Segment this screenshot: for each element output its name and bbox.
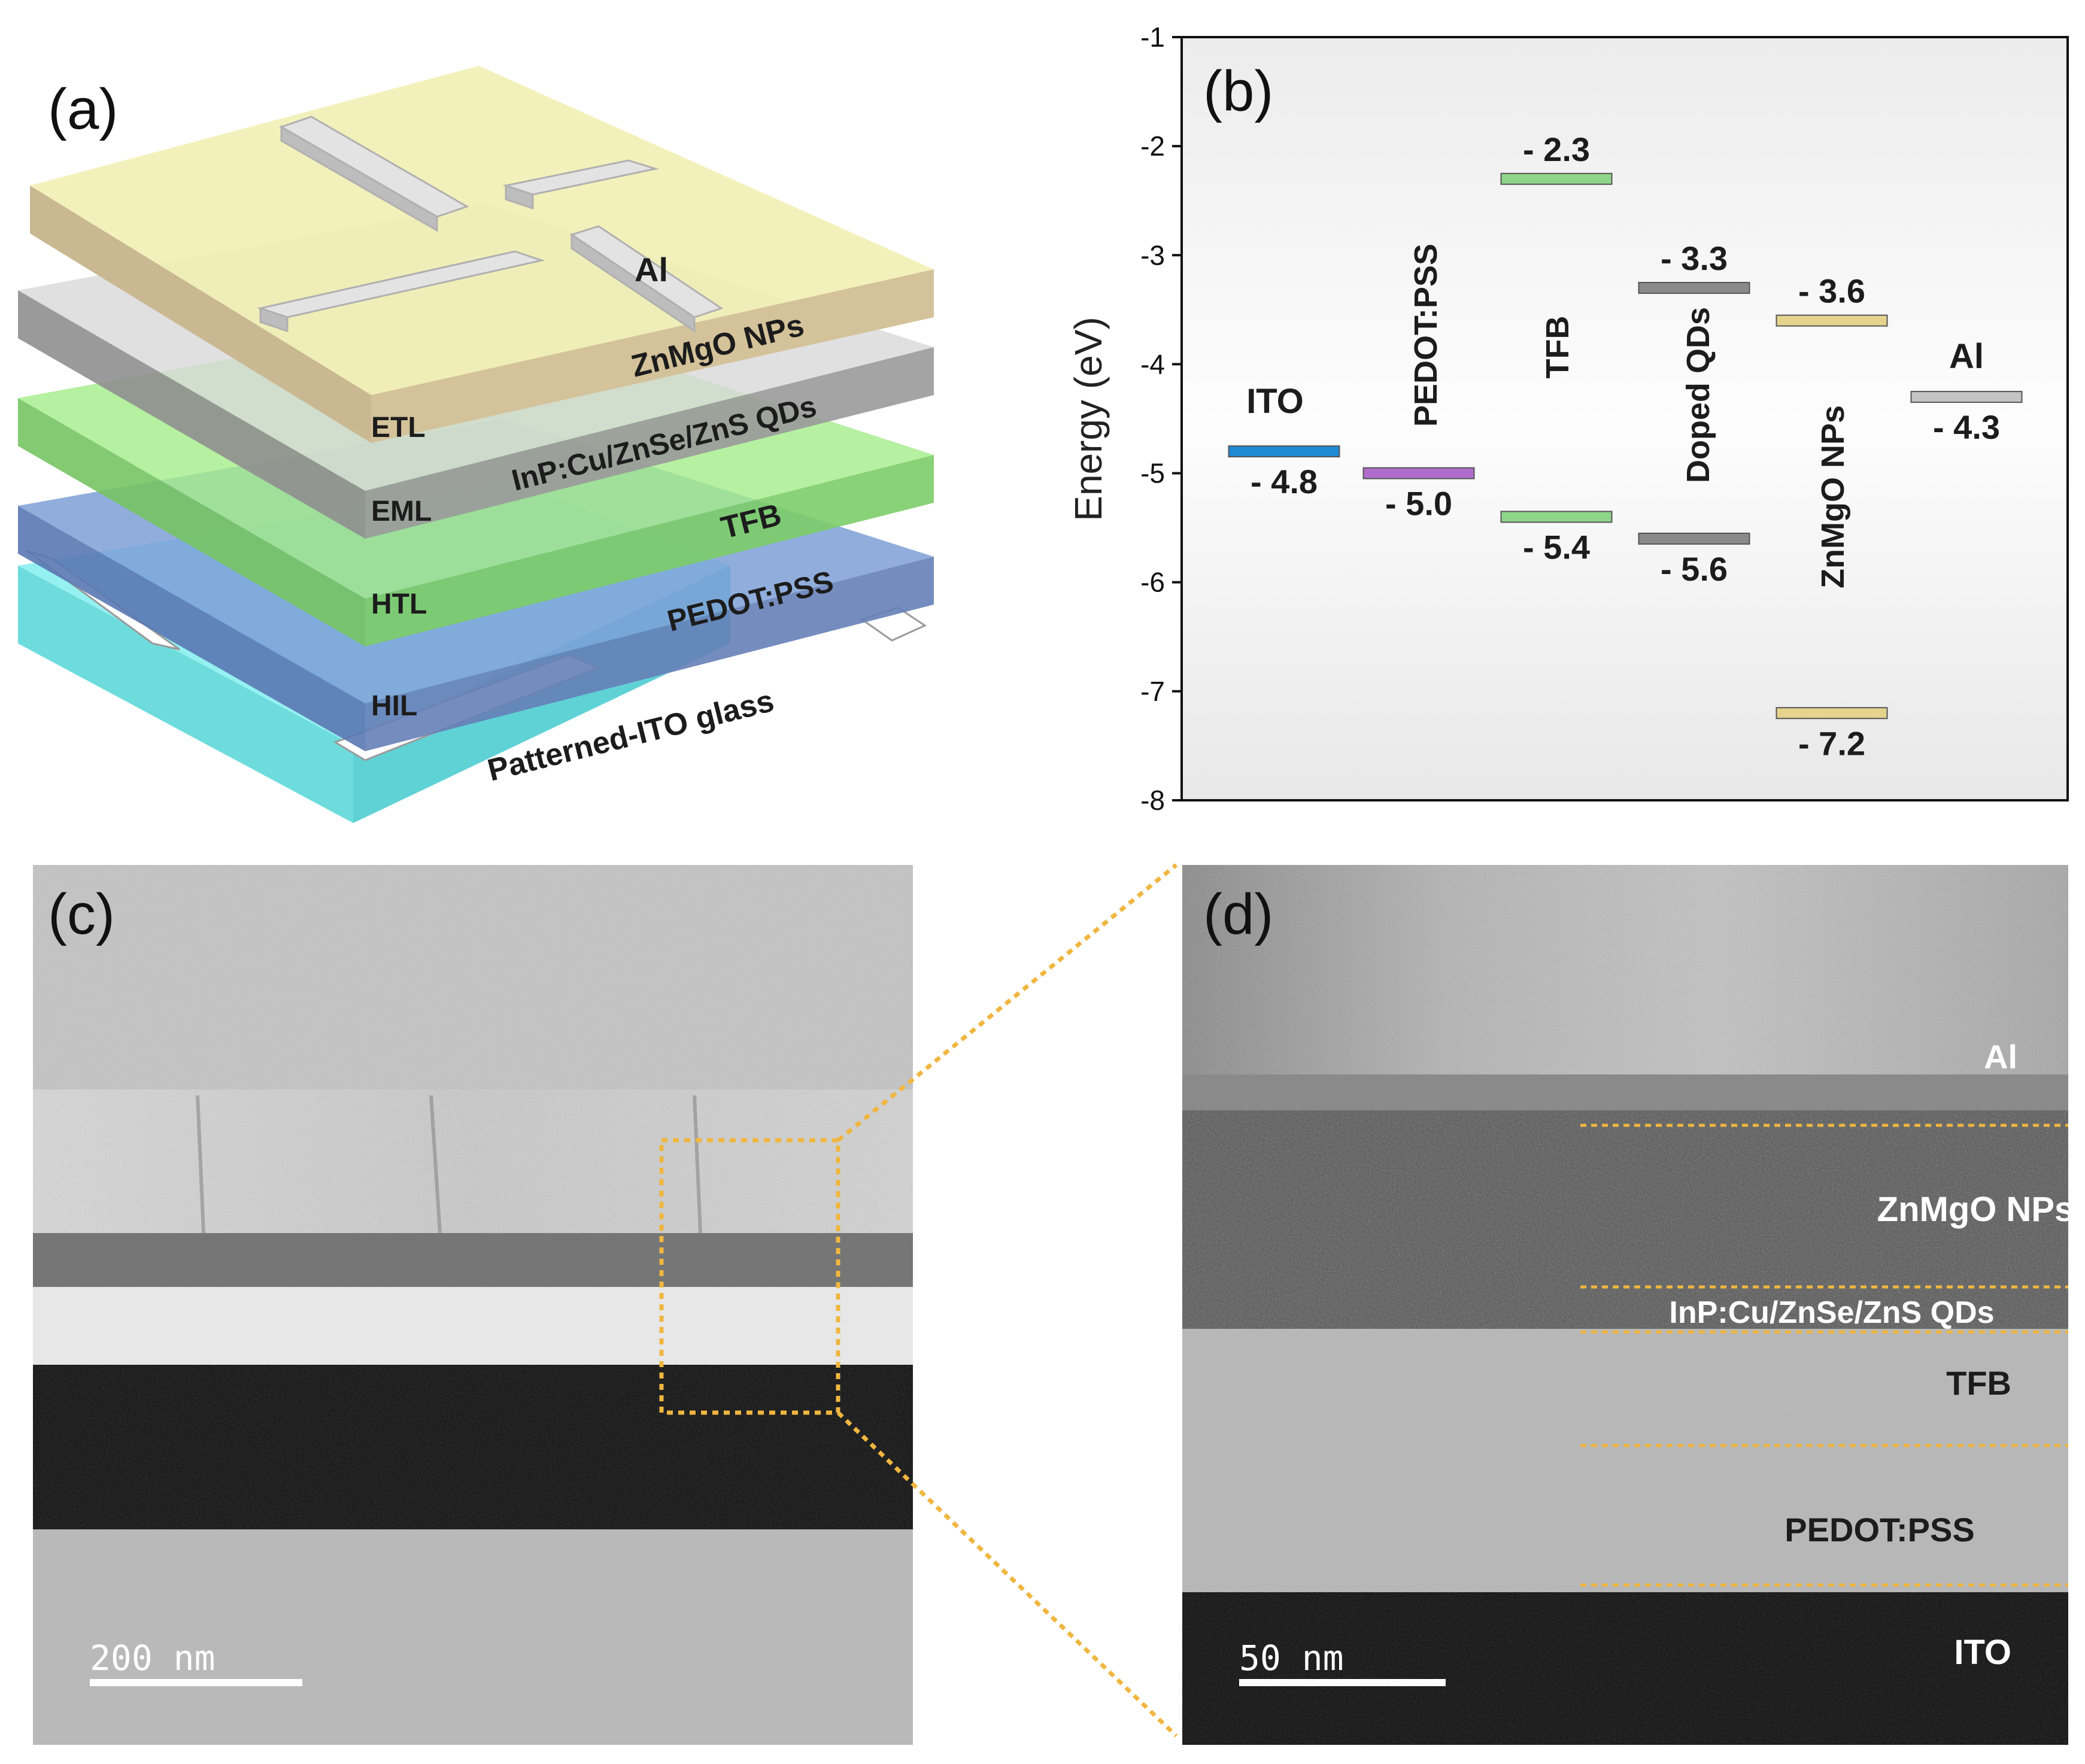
energy-level-bar — [1362, 467, 1475, 479]
energy-level-bar — [1776, 314, 1888, 327]
y-tick-label: -2 — [1140, 130, 1165, 162]
panel-b: (b) Energy (eV) -1 -2 -3 -4 -5 -6 -7 -8 ITO - 4.… — [1067, 22, 2069, 816]
tem-c-tfb-layer — [33, 1287, 913, 1365]
y-axis-ticks: -1 -2 -3 -4 -5 -6 -7 -8 — [1140, 22, 1182, 816]
al-electrodes — [257, 116, 724, 333]
energy-value-label: - 3.3 — [1661, 239, 1728, 277]
energy-value-label: - 7.2 — [1798, 724, 1865, 762]
energy-value-label: - 5.4 — [1523, 528, 1590, 566]
panel-c: (c) 200 nm — [33, 863, 1178, 1745]
material-name-label: Doped QDs — [1680, 307, 1716, 483]
y-tick-label: -4 — [1140, 348, 1165, 379]
energy-level-bar — [1910, 391, 2023, 403]
y-tick-label: -3 — [1140, 239, 1165, 271]
scale-bar-d — [1239, 1679, 1446, 1686]
energy-levels: ITO - 4.8 PEDOT:PSS - 5.0 TFB - 2.3 - 5.4 Doped… — [1228, 130, 2023, 762]
energy-level-bar — [1500, 172, 1613, 185]
y-tick-label: -1 — [1140, 22, 1165, 53]
energy-value-label: - 5.0 — [1385, 485, 1452, 523]
panel-c-label: (c) — [48, 882, 115, 946]
material-name-label: ZnMgO NPs — [1815, 405, 1851, 588]
energy-value-label: - 4.8 — [1251, 463, 1318, 500]
zoom-region-box — [659, 1138, 840, 1415]
panel-a: (a) — [18, 66, 934, 823]
material-name-label: Al — [1949, 337, 1984, 376]
material-name-label: PEDOT:PSS — [1408, 244, 1444, 427]
tem-d-label-znmgo: ZnMgO NPs — [1877, 1190, 2074, 1229]
tem-d-label-qds: InP:Cu/ZnSe/ZnS QDs — [1669, 1295, 1994, 1330]
energy-value-label: - 4.3 — [1933, 408, 2000, 446]
interface-lines — [1580, 1124, 2068, 1587]
energy-level-bar — [1638, 281, 1750, 294]
scale-bar-c — [90, 1679, 302, 1686]
tem-d-label-pedot: PEDOT:PSS — [1784, 1511, 1974, 1549]
scale-bar-label-c: 200 nm — [90, 1638, 216, 1678]
zoom-connector-top — [836, 863, 1178, 1142]
hil-role-label: HIL — [371, 690, 417, 722]
tem-d-label-al: Al — [1984, 1038, 2017, 1076]
plot-frame — [1180, 36, 2069, 801]
material-name-label: ITO — [1246, 382, 1304, 421]
panel-d-label: (d) — [1203, 882, 1273, 946]
energy-value-label: - 5.6 — [1661, 550, 1728, 588]
htl-role-label: HTL — [371, 588, 427, 620]
energy-value-label: - 3.6 — [1798, 272, 1865, 310]
energy-value-label: - 2.3 — [1523, 130, 1590, 168]
y-tick-label: -7 — [1140, 676, 1165, 707]
energy-level-bar — [1500, 511, 1613, 523]
energy-level-bar — [1228, 445, 1340, 458]
etl-role-label: ETL — [371, 412, 426, 444]
energy-level-bar — [1638, 532, 1750, 545]
y-tick-label: -6 — [1140, 567, 1165, 598]
scale-bar-label-d: 50 nm — [1239, 1638, 1344, 1678]
panel-a-label: (a) — [48, 77, 118, 141]
tem-d-label-ito: ITO — [1954, 1633, 2011, 1672]
zoom-connector-bottom — [836, 1411, 1178, 1738]
y-axis-label: Energy (eV) — [1067, 317, 1110, 521]
electrode-label: Al — [635, 251, 668, 289]
energy-level-bar — [1776, 707, 1888, 719]
tem-d-label-tfb: TFB — [1946, 1364, 2011, 1402]
panel-b-label: (b) — [1203, 59, 1273, 123]
material-name-label: TFB — [1540, 316, 1576, 379]
panel-d: (d) Al ZnMgO NPs InP:Cu/ZnSe/ZnS QDs TFB… — [1182, 865, 2074, 1745]
eml-role-label: EML — [371, 496, 432, 527]
y-tick-label: -8 — [1140, 785, 1165, 816]
y-tick-label: -5 — [1140, 458, 1165, 489]
